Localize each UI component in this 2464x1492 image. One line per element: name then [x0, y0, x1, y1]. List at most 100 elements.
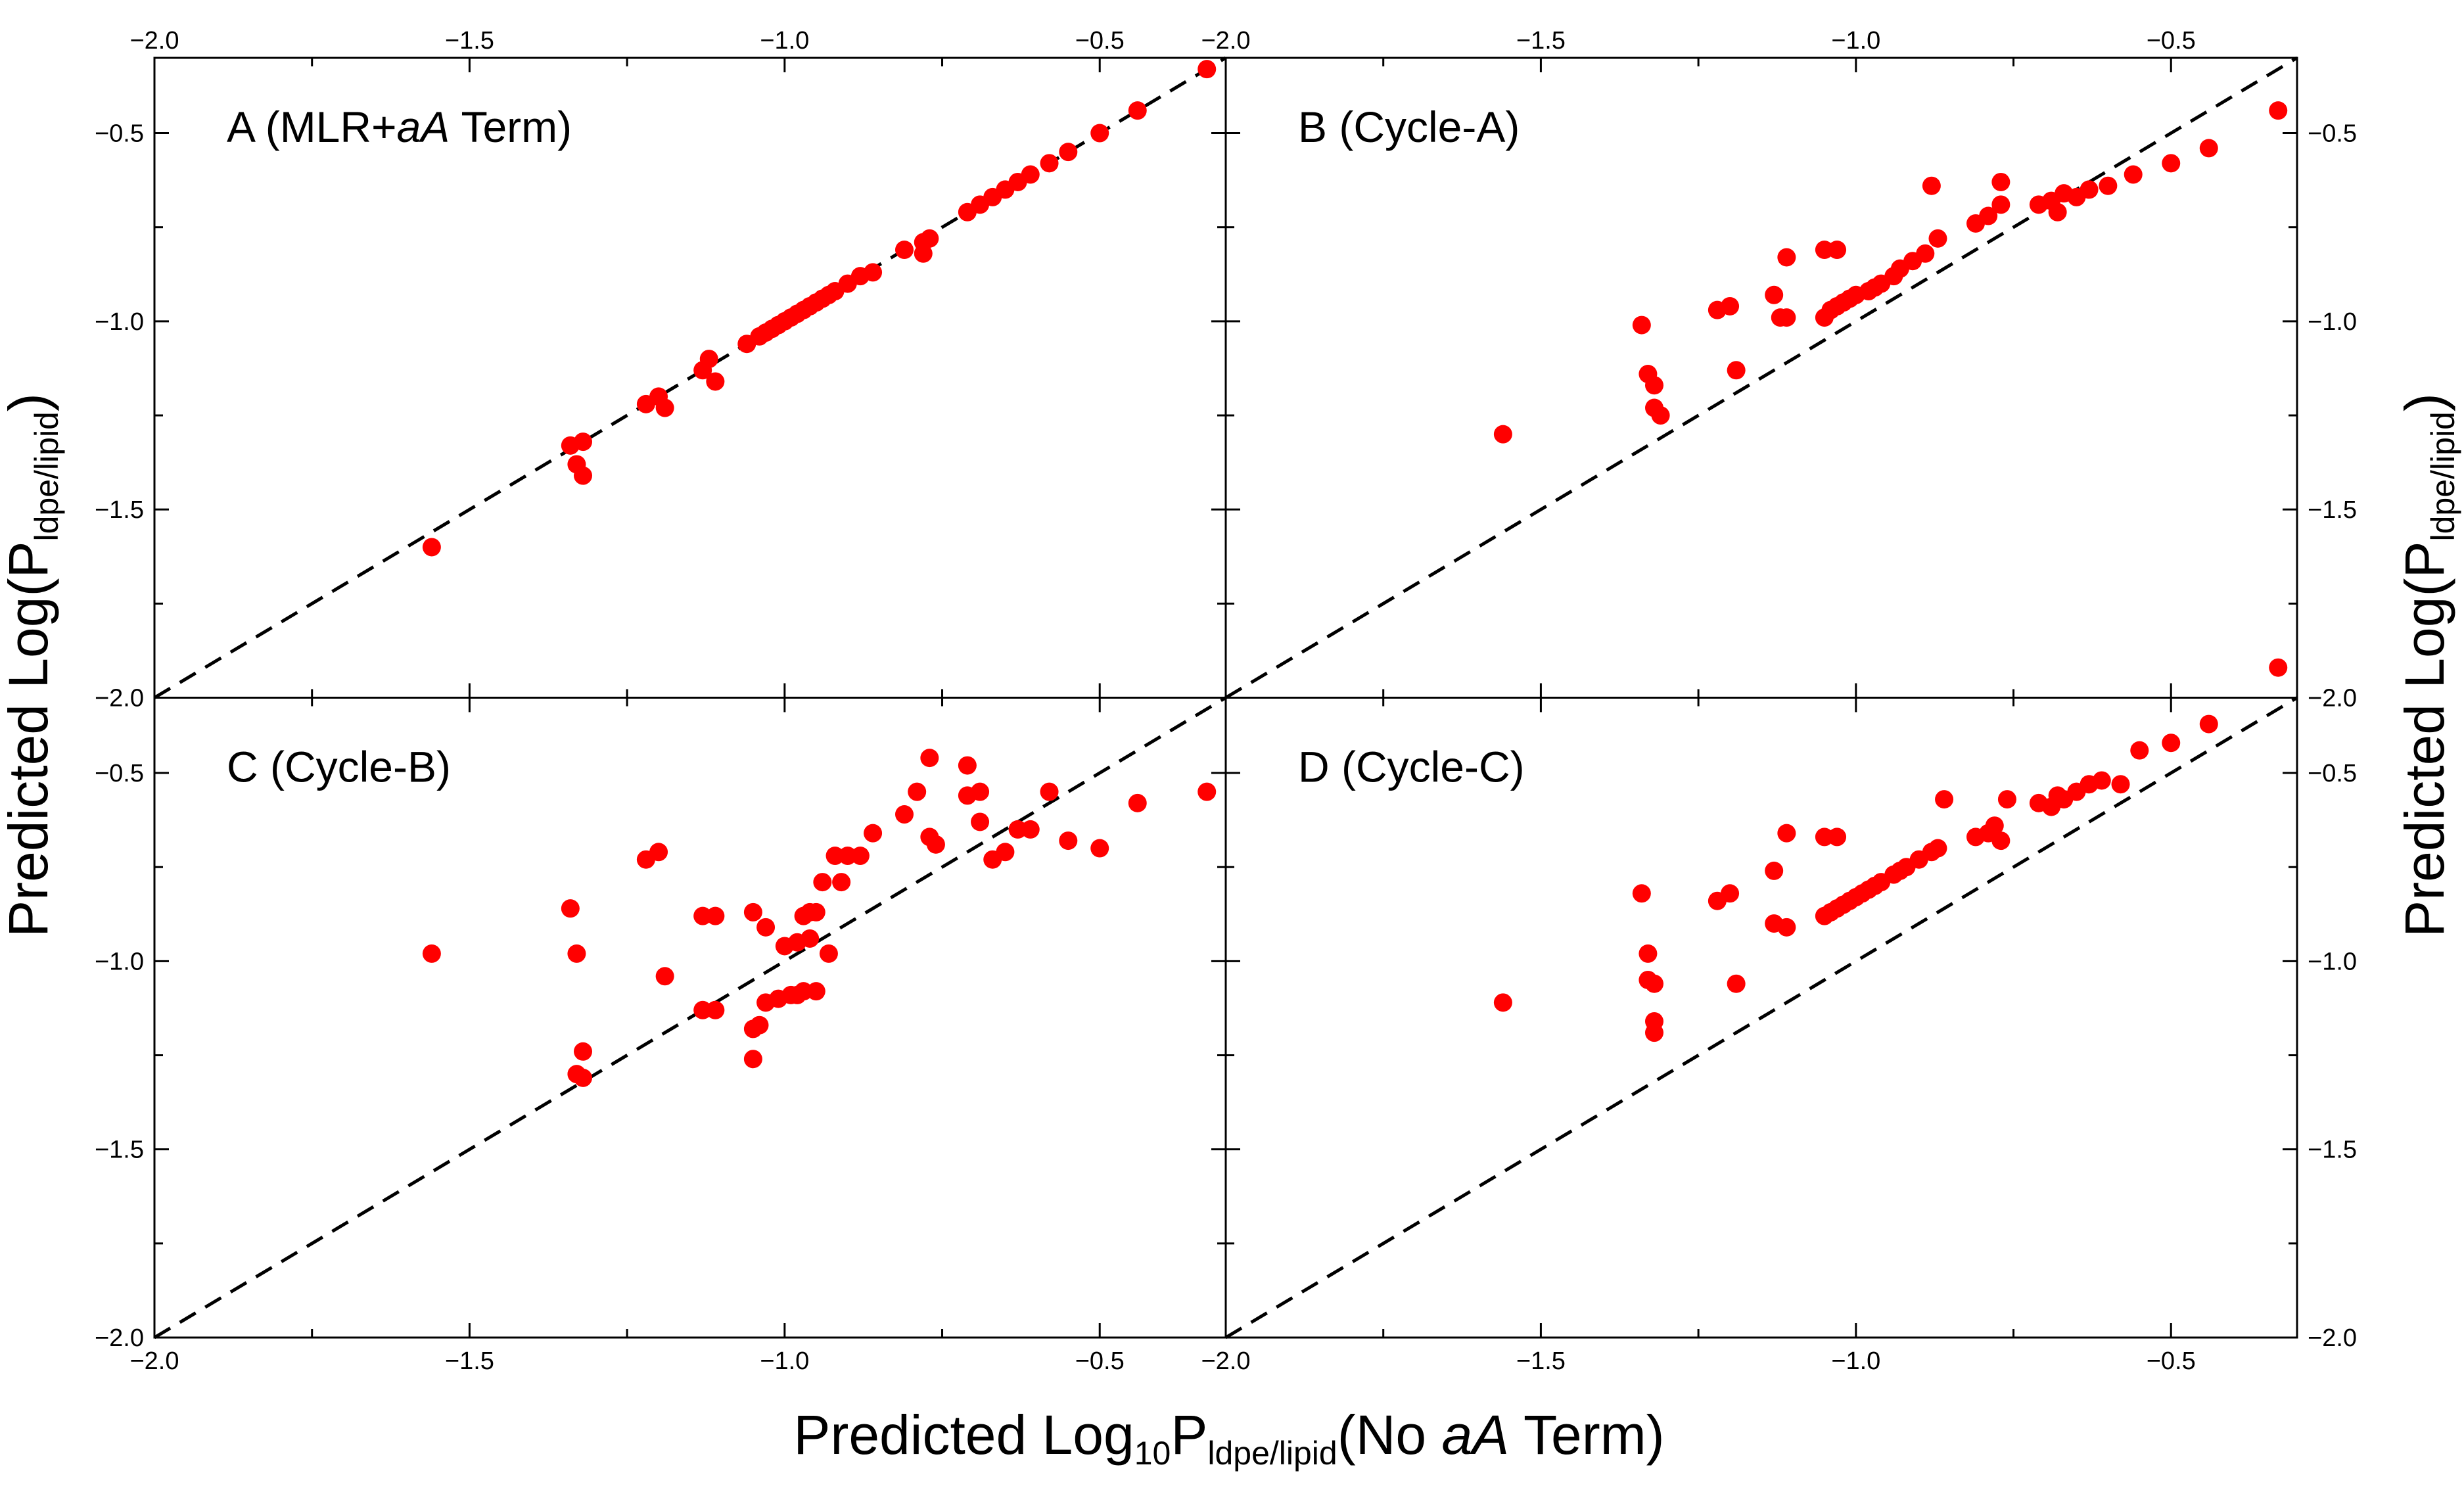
data-point — [895, 805, 914, 824]
data-point — [2124, 165, 2143, 184]
data-point — [1991, 172, 2011, 191]
data-point — [422, 538, 441, 557]
data-point — [1128, 101, 1147, 120]
data-point — [2269, 101, 2288, 120]
data-point — [1645, 376, 1663, 395]
data-point — [1632, 315, 1651, 335]
data-point — [1008, 820, 1027, 839]
data-point — [1493, 425, 1512, 444]
x-tick-label: −0.5 — [2147, 27, 2196, 55]
x-tick-label: −1.0 — [760, 27, 809, 55]
data-point — [825, 847, 845, 866]
data-point — [1721, 884, 1740, 903]
data-point — [971, 812, 990, 831]
y-tick-label: −1.0 — [95, 948, 144, 975]
data-point — [422, 944, 441, 963]
data-point — [693, 906, 712, 925]
data-point — [1727, 361, 1746, 380]
data-point — [750, 1015, 769, 1035]
data-point — [2111, 775, 2130, 794]
data-point — [1928, 839, 1947, 858]
data-point — [1997, 790, 2016, 809]
data-point — [1040, 782, 1059, 801]
data-point — [1059, 831, 1078, 851]
data-point — [2199, 714, 2218, 734]
data-point — [2162, 734, 2181, 753]
panel-label: D (Cycle-C) — [1298, 743, 1525, 791]
data-point — [1935, 790, 1954, 809]
y-tick-label: −1.5 — [95, 496, 144, 524]
data-point — [1991, 195, 2011, 214]
data-point — [1828, 241, 1847, 260]
data-point — [1922, 176, 1941, 195]
data-point — [895, 241, 914, 260]
y-tick-label: −2.0 — [2308, 685, 2357, 712]
x-axis-title: Predicted Log10Pldpe/lipid(No aA Term) — [793, 1404, 1664, 1472]
data-point — [914, 244, 933, 263]
y-tick-label: −2.0 — [2308, 1324, 2357, 1352]
panel-frame — [1224, 697, 2298, 1339]
data-point — [655, 398, 674, 417]
panel-label: A (MLR+aA Term) — [227, 103, 572, 151]
data-point — [819, 944, 838, 963]
data-point — [2162, 154, 2181, 173]
data-point — [1128, 793, 1147, 812]
data-point — [1979, 206, 1998, 225]
data-point — [1645, 974, 1663, 993]
data-point — [706, 372, 725, 391]
reference-line-y-equals-x — [1224, 696, 2298, 1340]
data-point — [801, 929, 820, 948]
data-point — [1777, 308, 1796, 327]
data-point — [1090, 124, 1109, 143]
data-point — [850, 847, 870, 866]
data-point — [1721, 296, 1740, 315]
y-axis-title-right: Predicted Log(Pldpe/lipid) — [2394, 393, 2461, 937]
reference-line-y-equals-x — [153, 696, 1227, 1340]
data-point — [920, 229, 939, 248]
panel-a: −2.0 −1.5 −1.0 −0.5 −2.0 −1.5 −1.0 −0.5 A (MLR+a… — [95, 27, 1227, 712]
data-point — [1021, 165, 1040, 184]
data-point — [655, 967, 674, 986]
labels-layer: Predicted Log10Pldpe/lipid(No aA Term) P… — [0, 393, 2461, 1472]
data-point — [813, 873, 832, 892]
y-tick-label: −0.5 — [2308, 120, 2357, 148]
data-point — [1090, 839, 1109, 858]
data-point — [2199, 139, 2218, 158]
data-point — [2092, 771, 2111, 790]
x-tick-label: −1.0 — [760, 1347, 809, 1375]
y-tick-label: −2.0 — [95, 1324, 144, 1352]
data-point — [1765, 861, 1784, 880]
y-axis-title-left: Predicted Log(Pldpe/lipid) — [0, 393, 65, 937]
data-point — [806, 902, 825, 921]
x-tick-label: −1.0 — [1831, 1347, 1880, 1375]
data-point — [996, 843, 1015, 862]
y-tick-label: −1.0 — [2308, 308, 2357, 336]
data-point — [832, 873, 851, 892]
data-point — [1991, 831, 2011, 851]
x-tick-label: −2.0 — [129, 1347, 179, 1375]
data-point — [1021, 820, 1040, 839]
data-point — [574, 1042, 592, 1061]
data-point — [561, 899, 580, 918]
data-point — [1197, 60, 1217, 79]
reference-line-y-equals-x — [1224, 56, 2298, 699]
data-point — [2048, 202, 2067, 221]
data-point — [1727, 974, 1746, 993]
data-point — [2099, 176, 2118, 195]
panel-d: −2.0 −1.5 −1.0 −0.5 −2.0 −1.5 −1.0 −0.5 D (Cycle… — [1201, 658, 2357, 1375]
data-point — [574, 1068, 592, 1087]
data-point — [1928, 229, 1947, 248]
data-point — [2269, 658, 2288, 677]
y-tick-label: −2.0 — [95, 685, 144, 712]
y-tick-label: −1.5 — [95, 1136, 144, 1164]
y-tick-label: −0.5 — [95, 120, 144, 148]
data-point — [1815, 241, 1834, 260]
data-point — [1815, 828, 1834, 847]
data-point — [2080, 180, 2099, 199]
data-point — [1765, 285, 1784, 304]
data-point — [1828, 828, 1847, 847]
data-point — [756, 918, 776, 937]
x-tick-label: −1.5 — [1516, 27, 1566, 55]
data-point — [864, 263, 883, 282]
